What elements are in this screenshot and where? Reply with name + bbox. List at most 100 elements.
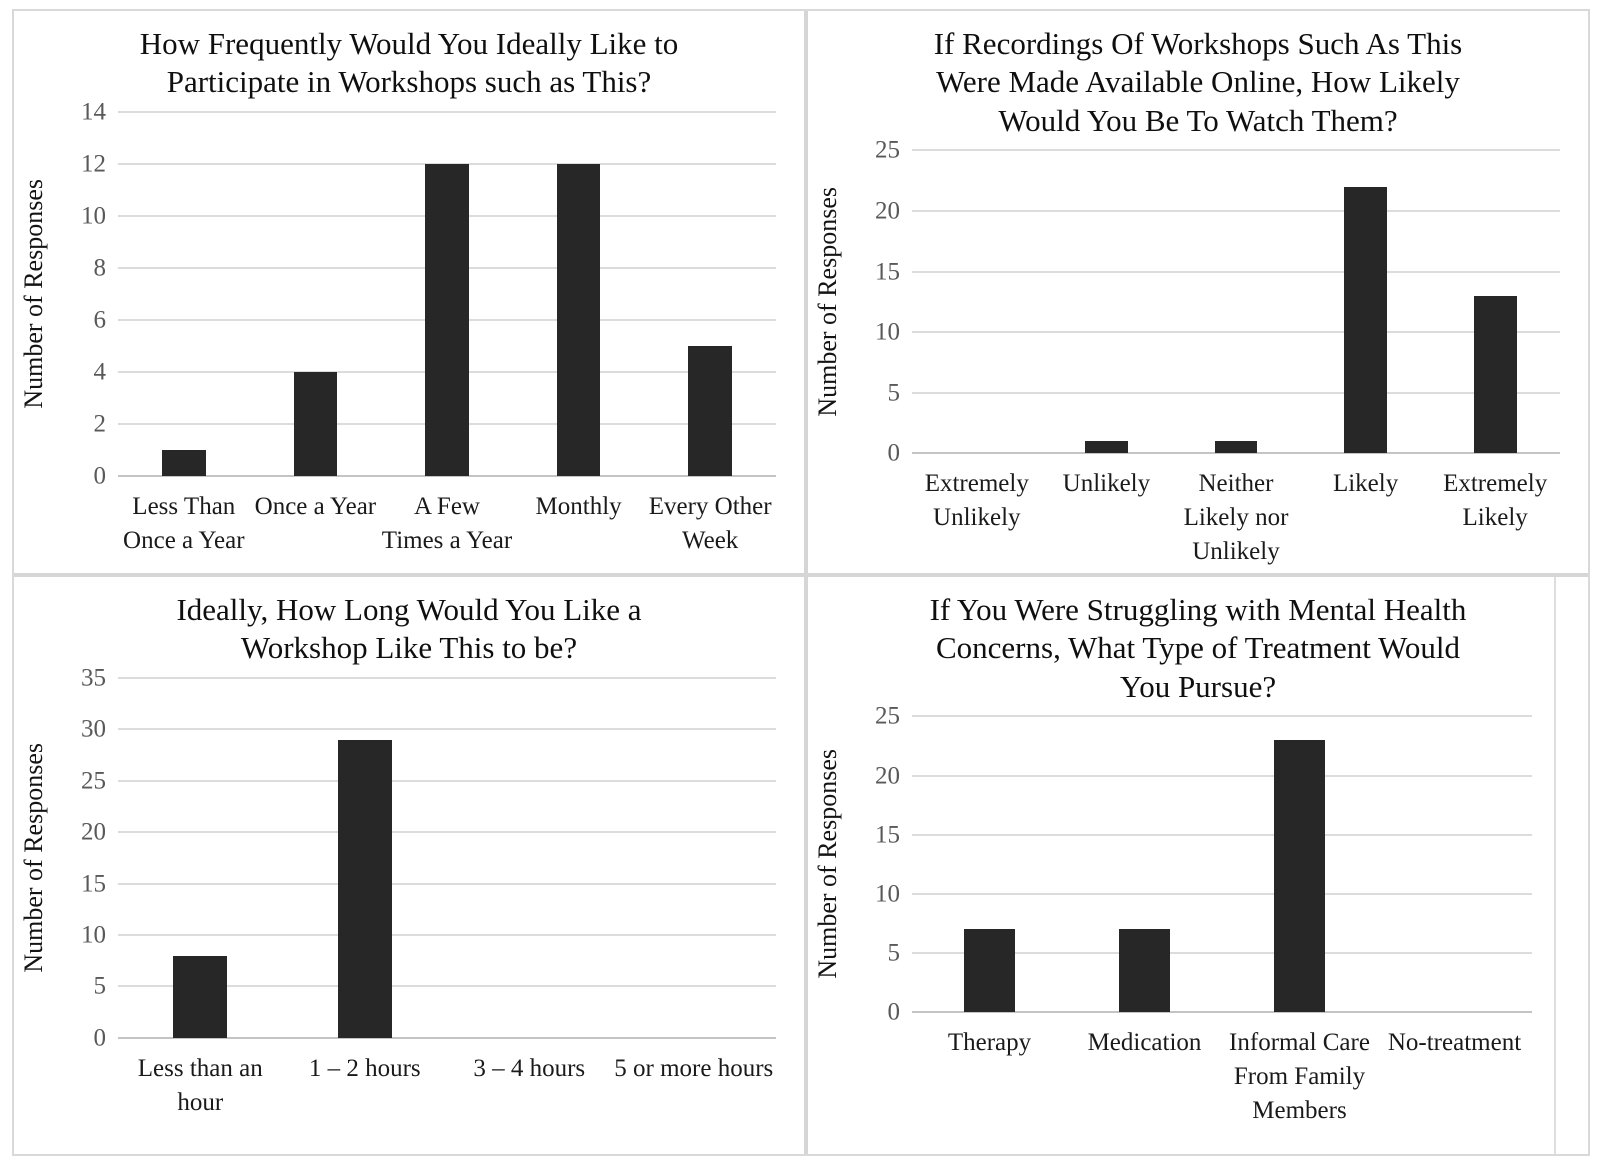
category-label-line: Likely nor <box>1183 504 1289 532</box>
y-tick-label: 5 <box>887 379 901 407</box>
y-tick-label: 10 <box>875 318 900 346</box>
bars <box>118 112 776 476</box>
category-label-line: From Family <box>1233 1063 1366 1091</box>
y-tick-label: 20 <box>81 818 106 846</box>
category-label-line: Extremely <box>1443 470 1548 498</box>
gridline <box>912 833 1532 836</box>
chart: If You Were Struggling with Mental Healt… <box>808 591 1588 1154</box>
bar-slot <box>1430 150 1560 454</box>
gridline <box>912 331 1560 334</box>
category-label-line: Likely <box>1332 470 1399 498</box>
bar-slot <box>1067 716 1222 1013</box>
category-label-line: 3 – 4 hours <box>473 1054 586 1082</box>
chart-body: Number of Responses 0 2 4 6 8 10 12 14 Less Tha… <box>14 99 804 558</box>
category-label: Extremely Likely <box>1430 467 1560 569</box>
bar-chart-treatment-type: If You Were Struggling with Mental Healt… <box>808 577 1588 1154</box>
charts-grid: How Frequently Would You Ideally Like to… <box>12 9 1590 1156</box>
bar <box>1473 295 1517 454</box>
category-label-line: Monthly <box>535 492 622 520</box>
y-axis-title-column: Number of Responses <box>808 150 848 453</box>
chart-body: Number of Responses 0 5 10 15 20 25 30 35 Less … <box>14 665 804 1120</box>
y-axis-ticks: 0 2 4 6 8 10 12 14 <box>54 99 118 488</box>
y-tick-label: 20 <box>875 197 900 225</box>
y-tick-label: 2 <box>93 410 107 438</box>
category-labels: Therapy Medication Informal Care From Famil… <box>912 1026 1532 1128</box>
y-tick-label: 15 <box>875 258 900 286</box>
bar-slot <box>118 112 250 476</box>
bar-chart-recording-watch-likelihood: If Recordings Of Workshops Such As This W… <box>808 11 1588 573</box>
category-label-line: Members <box>1252 1097 1347 1125</box>
y-tick-label: 15 <box>875 821 900 849</box>
chart: If Recordings Of Workshops Such As This W… <box>808 25 1588 573</box>
category-label-line: Once a Year <box>123 526 245 554</box>
bar-slot <box>283 678 448 1038</box>
category-label: Likely <box>1301 467 1431 569</box>
gridline <box>912 892 1532 895</box>
category-label: Monthly <box>513 490 645 558</box>
gridline <box>118 934 776 937</box>
category-label: Once a Year <box>250 490 382 558</box>
x-axis-line <box>912 452 1560 455</box>
category-label-line: Likely <box>1462 504 1528 532</box>
bar <box>173 955 228 1038</box>
gridline <box>912 774 1532 777</box>
gridline <box>118 985 776 988</box>
bar-slot <box>912 150 1042 453</box>
y-tick-label: 0 <box>887 998 901 1026</box>
category-label-line: hour <box>177 1088 224 1116</box>
x-axis-line <box>118 1036 776 1039</box>
category-label-line: Every Other <box>648 492 772 520</box>
plot-area <box>118 676 777 1039</box>
y-axis-ticks: 0 5 10 15 20 25 <box>848 138 912 466</box>
bar-slot <box>1377 716 1532 1012</box>
category-label-line: Once a Year <box>254 492 377 520</box>
category-label: Therapy <box>912 1026 1067 1128</box>
y-tick-label: 5 <box>93 972 107 1000</box>
gridline <box>118 728 776 731</box>
y-tick-label: 10 <box>875 880 900 908</box>
chart: How Frequently Would You Ideally Like to… <box>14 25 804 573</box>
bar <box>162 449 206 476</box>
chart-title: Ideally, How Long Would You Like a Worksh… <box>176 592 642 666</box>
category-label-line: Informal Care <box>1229 1029 1370 1057</box>
y-axis-ticks: 0 5 10 15 20 25 30 35 <box>54 665 118 1050</box>
bar <box>963 929 1016 1013</box>
y-tick-label: 25 <box>875 702 900 730</box>
y-tick-label: 0 <box>887 439 901 467</box>
category-label-line: Less Than <box>132 492 236 520</box>
gridline <box>912 715 1532 718</box>
bar-slot <box>612 678 777 1038</box>
chart-title: If Recordings Of Workshops Such As This W… <box>933 26 1463 138</box>
y-tick-label: 25 <box>875 136 900 164</box>
bar-slot <box>1301 150 1431 454</box>
bar-slot <box>1171 150 1301 454</box>
category-label: Unlikely <box>1042 467 1172 569</box>
category-labels: Less than an hour 1 – 2 hours 3 – 4 hours 5 … <box>118 1052 776 1120</box>
gridline <box>118 110 776 113</box>
bars <box>912 716 1532 1013</box>
category-label-line: 1 – 2 hours <box>308 1054 421 1082</box>
y-tick-label: 0 <box>93 462 107 490</box>
category-label-line: Medication <box>1087 1029 1202 1057</box>
plot-area <box>912 149 1560 455</box>
y-tick-label: 10 <box>81 921 106 949</box>
bar-slot <box>644 112 776 476</box>
y-axis-title-column: Number of Responses <box>14 112 54 476</box>
category-label-line: No-treatment <box>1387 1029 1522 1057</box>
chart-title: How Frequently Would You Ideally Like to… <box>139 26 679 100</box>
category-label-line: Times a Year <box>381 526 513 554</box>
bar-slot <box>447 678 612 1038</box>
y-axis-title: Number of Responses <box>813 186 842 417</box>
bar <box>1118 929 1171 1013</box>
category-label-line: Extremely <box>924 470 1029 498</box>
bar-slot <box>118 678 283 1038</box>
category-label: No-treatment <box>1377 1026 1532 1128</box>
bar <box>688 345 732 476</box>
bar <box>337 739 392 1038</box>
bar-slot <box>1222 716 1377 1013</box>
y-tick-label: 0 <box>93 1024 107 1052</box>
chart-title: If You Were Struggling with Mental Healt… <box>929 592 1467 704</box>
gridline <box>912 149 1560 152</box>
bars <box>912 150 1560 454</box>
category-label-line: A Few <box>413 492 480 520</box>
